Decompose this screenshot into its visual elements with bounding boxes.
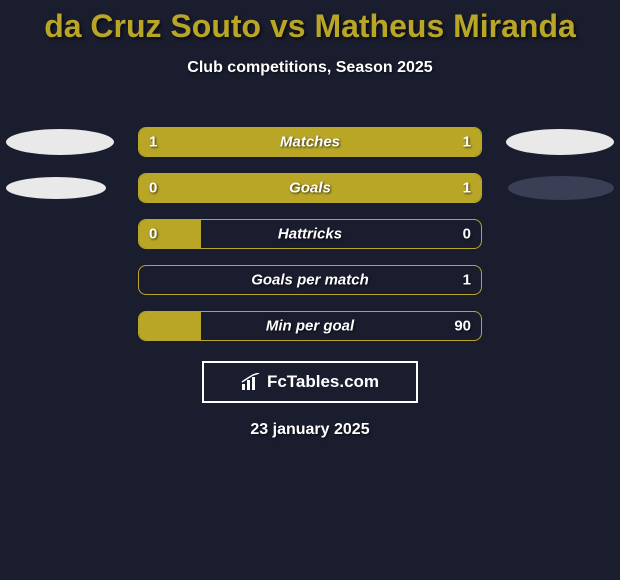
- page-title: da Cruz Souto vs Matheus Miranda: [0, 0, 620, 45]
- bar-fill-left: [139, 128, 310, 156]
- bar-fill-right: [310, 128, 481, 156]
- stat-bar: 11Matches: [138, 127, 482, 157]
- stat-bar: 90Min per goal: [138, 311, 482, 341]
- stat-bar: 1Goals per match: [138, 265, 482, 295]
- player-right-marker: [508, 176, 614, 200]
- stat-row: 01Goals: [0, 165, 620, 211]
- player-left-marker: [6, 177, 106, 199]
- stat-rows: 11Matches 01Goals 00Hattricks 1Goals per ma…: [0, 119, 620, 349]
- stat-label: Goals per match: [139, 272, 481, 289]
- bar-fill-right: [201, 174, 481, 202]
- bar-fill-left: [139, 312, 201, 340]
- stat-row: 1Goals per match: [0, 257, 620, 303]
- player-right-marker: [506, 129, 614, 155]
- stat-bar: 00Hattricks: [138, 219, 482, 249]
- chart-icon: [241, 373, 261, 391]
- stat-value-right: 0: [463, 226, 471, 243]
- stat-row: 90Min per goal: [0, 303, 620, 349]
- stat-value-right: 1: [463, 272, 471, 289]
- stat-row: 11Matches: [0, 119, 620, 165]
- player-left-marker: [6, 129, 114, 155]
- date-label: 23 january 2025: [0, 421, 620, 439]
- branding-badge: FcTables.com: [202, 361, 418, 403]
- bar-fill-left: [139, 220, 201, 248]
- branding-text: FcTables.com: [267, 372, 379, 392]
- bar-fill-left: [139, 174, 201, 202]
- stat-value-right: 90: [454, 318, 471, 335]
- stat-bar: 01Goals: [138, 173, 482, 203]
- season-subtitle: Club competitions, Season 2025: [0, 59, 620, 77]
- stat-row: 00Hattricks: [0, 211, 620, 257]
